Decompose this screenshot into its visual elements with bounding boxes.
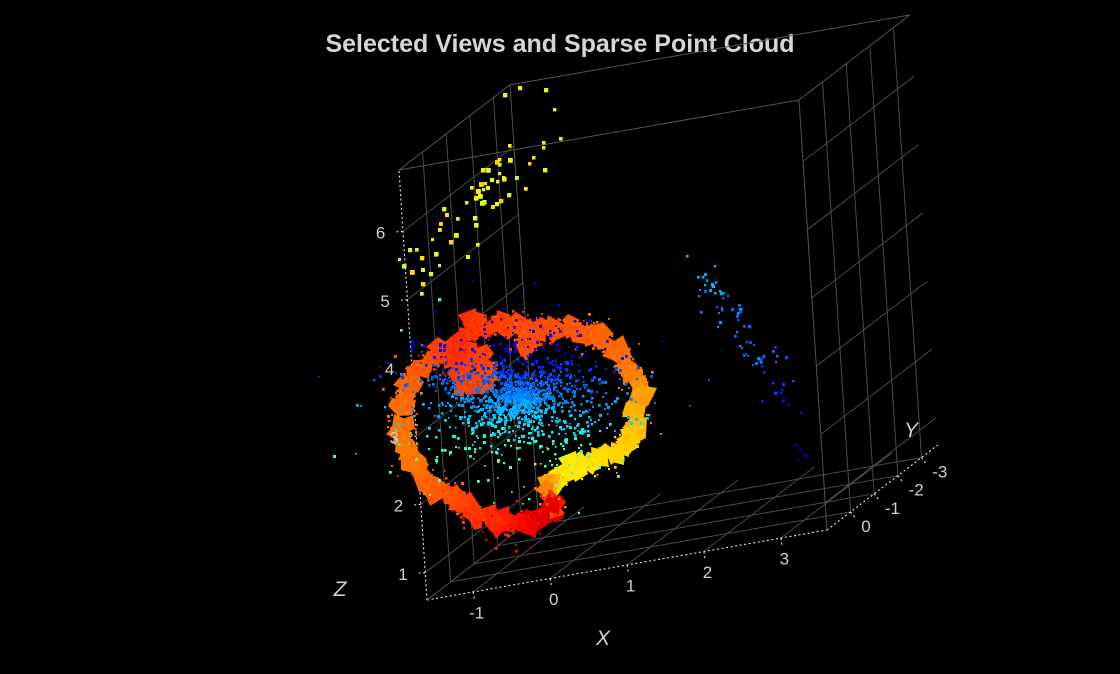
svg-text:-3: -3 — [932, 463, 947, 482]
svg-text:Y: Y — [904, 419, 920, 442]
svg-text:0: 0 — [549, 590, 558, 609]
svg-text:6: 6 — [376, 224, 385, 243]
svg-text:2: 2 — [703, 563, 712, 582]
svg-text:X: X — [595, 627, 611, 650]
svg-text:5: 5 — [380, 292, 389, 311]
svg-text:4: 4 — [385, 360, 394, 379]
svg-text:Z: Z — [333, 578, 348, 601]
svg-text:1: 1 — [398, 565, 407, 584]
svg-text:-1: -1 — [469, 603, 484, 622]
svg-text:-2: -2 — [909, 481, 924, 500]
svg-text:3: 3 — [780, 550, 789, 569]
svg-text:1: 1 — [626, 577, 635, 596]
svg-text:0: 0 — [861, 517, 870, 536]
svg-text:2: 2 — [394, 497, 403, 516]
svg-text:3: 3 — [389, 428, 398, 447]
svg-text:-1: -1 — [885, 499, 900, 518]
